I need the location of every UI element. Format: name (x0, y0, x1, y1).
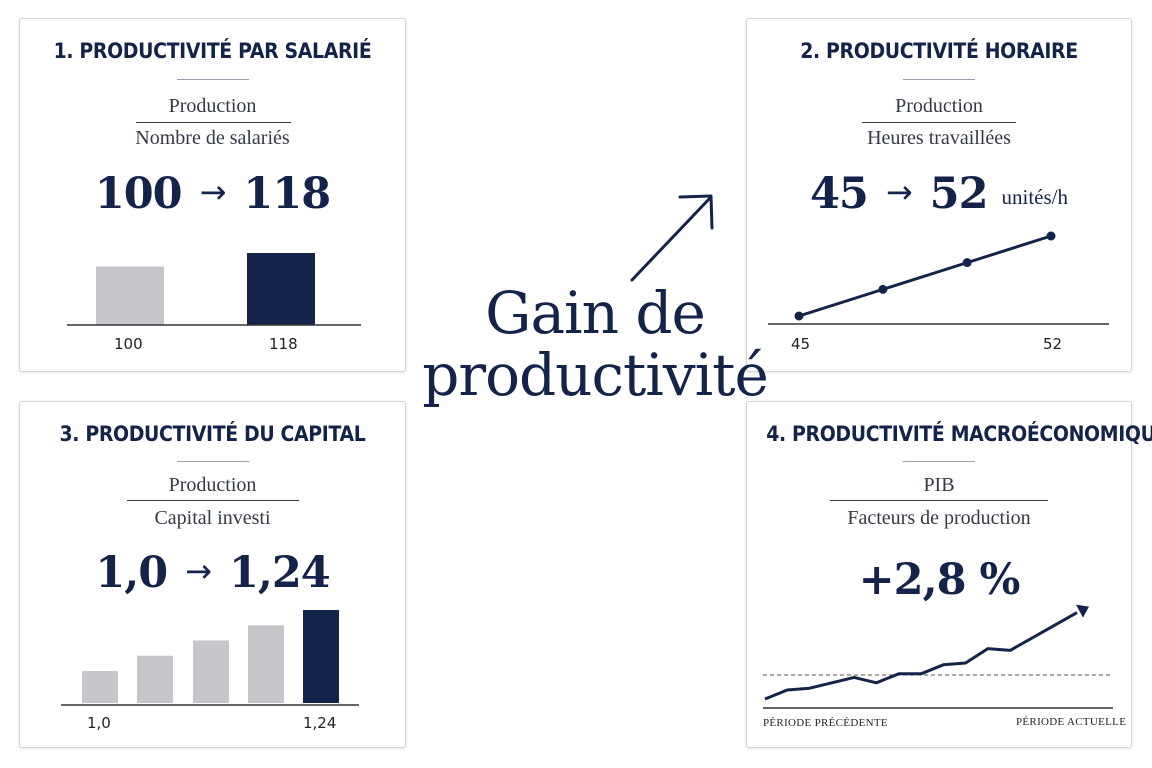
axis-label-end: PÉRIODE ACTUELLE (1016, 716, 1127, 728)
value-from: 45 (810, 169, 869, 219)
arrow-right-icon: → (199, 173, 227, 211)
tick-label: 100 (114, 335, 143, 353)
value-from: 100 (94, 169, 183, 219)
bar (303, 610, 339, 703)
tick-label: 118 (269, 335, 298, 353)
unit-label: unités/h (1001, 185, 1069, 209)
title-divider (903, 79, 975, 80)
title-divider (903, 461, 975, 462)
bar (193, 640, 229, 703)
title-divider (176, 79, 249, 80)
tick-label: 52 (1043, 335, 1063, 353)
card-title: 1. PRODUCTIVITÉ PAR SALARIÉ (53, 39, 372, 63)
value-from: 1,0 (95, 548, 168, 598)
series-line (764, 611, 1078, 701)
line-chart (768, 231, 1109, 325)
fraction-denominator: Capital investi (154, 507, 271, 529)
value-change: 100 → 118 (20, 169, 405, 219)
arrow-up-right-icon (630, 194, 714, 282)
axis-label-start: PÉRIODE PRÉCÉDENTE (763, 717, 888, 729)
fraction-numerator: Production (168, 95, 257, 117)
value-to: 52 (929, 169, 989, 219)
bar-chart (67, 253, 361, 326)
data-point (794, 311, 804, 321)
trend-arrowhead (1076, 604, 1089, 618)
fraction-bar (830, 500, 1048, 501)
tick-label: 45 (791, 335, 811, 353)
card-productivite-horaire: 2. PRODUCTIVITÉ HORAIRE Production Heure… (746, 18, 1132, 372)
card-productivite-macroeconomique: 4. PRODUCTIVITÉ MACROÉCONOMIQUE PIB Fact… (746, 401, 1152, 748)
card-productivite-par-salarie: 1. PRODUCTIVITÉ PAR SALARIÉ Production N… (19, 18, 406, 372)
arrow-right-icon: → (885, 173, 913, 211)
card-productivite-du-capital: 3. PRODUCTIVITÉ DU CAPITAL Production Ca… (19, 401, 406, 748)
bar (137, 655, 173, 703)
data-point (1046, 231, 1056, 241)
card-title: 2. PRODUCTIVITÉ HORAIRE (800, 39, 1078, 63)
bar (96, 266, 164, 325)
series-line (798, 234, 1052, 318)
fraction-numerator: Production (895, 95, 983, 117)
value-to: 1,24 (228, 548, 331, 598)
fraction-denominator: Nombre de salariés (135, 127, 290, 149)
line-chart (763, 604, 1113, 709)
arrow-right-icon: → (185, 552, 212, 590)
bar (247, 253, 315, 325)
title-divider (176, 461, 249, 462)
data-point (962, 258, 972, 268)
tick-label: 1,24 (303, 714, 337, 732)
card-title: 3. PRODUCTIVITÉ DU CAPITAL (59, 422, 366, 446)
bar (248, 625, 284, 703)
value-change: 45 → 52 unités/h (747, 169, 1131, 219)
fraction-numerator: Production (168, 474, 257, 496)
center-title: Gain de productivité (410, 282, 780, 406)
center-title-line1: Gain de (485, 279, 706, 347)
fraction-numerator: PIB (923, 474, 955, 496)
growth-value: +2,8 % (858, 555, 1021, 605)
bar (82, 671, 118, 703)
fraction-bar (135, 122, 291, 123)
fraction-bar (862, 122, 1016, 123)
center-title-line2: productivité (422, 341, 769, 409)
card-title: 4. PRODUCTIVITÉ MACROÉCONOMIQUE (766, 422, 1152, 446)
fraction-denominator: Heures travaillées (867, 127, 1011, 149)
tick-label: 1,0 (87, 714, 111, 732)
data-point (878, 284, 888, 294)
fraction-denominator: Facteurs de production (847, 507, 1031, 529)
value-change: 1,0 → 1,24 (20, 548, 405, 598)
bar-chart (61, 610, 359, 706)
fraction-bar (126, 500, 299, 501)
value-to: 118 (243, 169, 331, 219)
